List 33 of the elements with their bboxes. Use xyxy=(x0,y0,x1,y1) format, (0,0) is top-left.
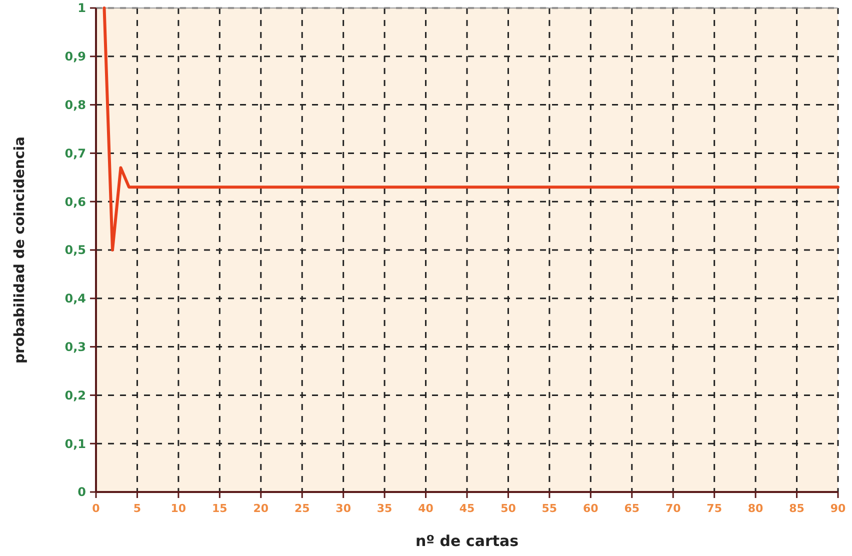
x-tick-label: 35 xyxy=(376,502,392,515)
x-tick-label: 65 xyxy=(624,502,640,515)
x-tick-label: 40 xyxy=(418,502,434,515)
y-tick-label: 0 xyxy=(78,485,86,500)
y-tick-label: 1 xyxy=(78,1,86,16)
x-tick-label: 25 xyxy=(294,502,310,515)
x-tick-label: 10 xyxy=(170,502,186,515)
x-tick-label: 15 xyxy=(212,502,228,515)
x-tick-label: 60 xyxy=(583,502,599,515)
y-tick-label: 0,1 xyxy=(64,436,86,451)
x-tick-label: 30 xyxy=(336,502,352,515)
x-axis-title: nº de cartas xyxy=(415,532,519,550)
x-tick-label: 20 xyxy=(253,502,269,515)
y-tick-label: 0,9 xyxy=(64,50,86,64)
y-axis-title: probabilidad de coincidencia xyxy=(12,136,28,364)
x-tick-label: 55 xyxy=(542,502,558,515)
x-tick-label: 85 xyxy=(789,502,804,515)
x-tick-label: 5 xyxy=(133,502,142,515)
x-tick-label: 45 xyxy=(459,502,475,515)
y-tick-label: 0,2 xyxy=(64,388,86,402)
x-tick-label: 90 xyxy=(830,502,846,515)
y-tick-label: 0,5 xyxy=(64,243,86,258)
y-tick-label: 0,8 xyxy=(64,98,86,112)
x-tick-label: 0 xyxy=(92,502,100,515)
y-tick-label: 0,7 xyxy=(64,146,86,160)
y-tick-label: 0,4 xyxy=(64,292,86,306)
y-tick-label: 0,6 xyxy=(64,194,86,209)
x-tick-label: 75 xyxy=(706,502,722,515)
x-tick-label: 50 xyxy=(500,502,516,515)
y-tick-label: 0,3 xyxy=(64,340,86,354)
x-tick-label: 80 xyxy=(748,502,764,515)
line-series xyxy=(102,6,840,252)
x-tick-label: 70 xyxy=(665,502,682,515)
